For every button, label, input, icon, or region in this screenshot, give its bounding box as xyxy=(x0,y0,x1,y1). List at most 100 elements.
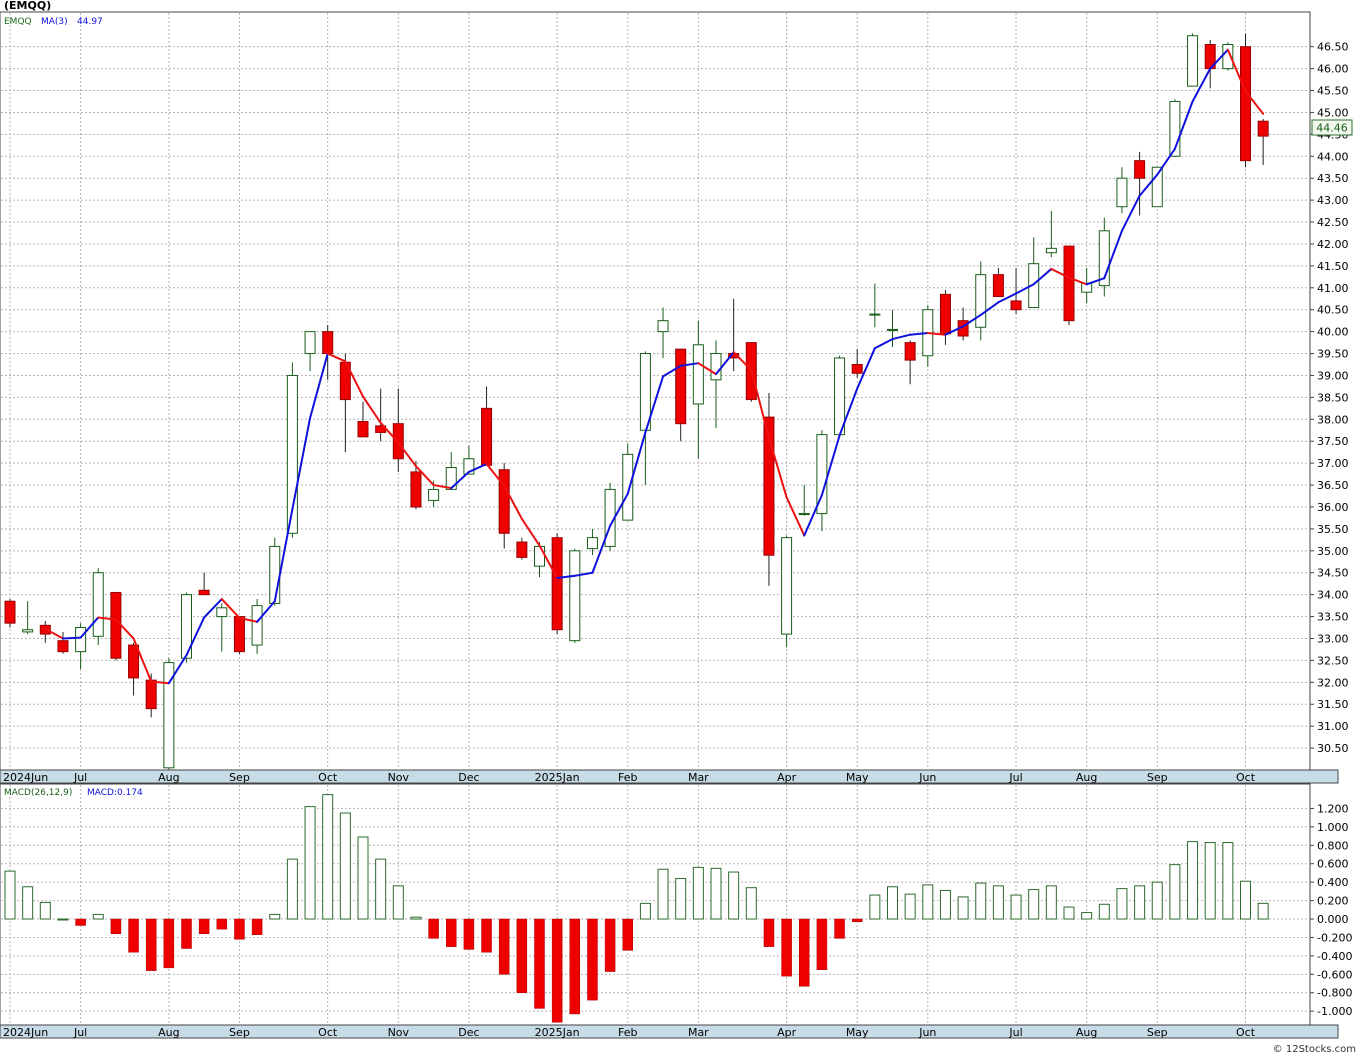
macd-bar xyxy=(392,885,404,920)
price-y-tick-label: 32.50 xyxy=(1317,654,1349,667)
ma-segment xyxy=(1015,283,1035,295)
macd-bar xyxy=(286,858,298,920)
ma-segment xyxy=(1120,194,1141,232)
candle xyxy=(22,601,34,635)
macd-y-tick-label: -0.400 xyxy=(1317,950,1352,963)
candle-body xyxy=(145,679,157,710)
candle-body xyxy=(269,545,281,604)
candle xyxy=(216,603,228,652)
candle xyxy=(569,548,581,643)
macd-x-axis-band xyxy=(0,1024,1339,1039)
macd-x-tick-label: Aug xyxy=(1076,1026,1097,1039)
macd-bar xyxy=(710,867,722,920)
macd-bar xyxy=(675,877,687,920)
macd-bar xyxy=(1028,889,1040,920)
legend-ma-value: 44.97 xyxy=(77,17,103,27)
ma-segment xyxy=(679,362,700,367)
price-y-tick-label: 38.00 xyxy=(1317,413,1349,426)
macd-bar xyxy=(1134,885,1146,920)
candle xyxy=(410,460,422,510)
macd-x-tick-label: Feb xyxy=(618,1026,637,1039)
price-y-tick-label: 33.00 xyxy=(1317,632,1349,645)
price-y-tick-label: 34.50 xyxy=(1317,567,1349,580)
macd-y-tick-label: 0.000 xyxy=(1317,913,1349,926)
macd-bar xyxy=(1063,906,1075,920)
candle xyxy=(75,623,87,670)
macd-bar xyxy=(198,918,210,935)
candle xyxy=(128,642,140,696)
candle xyxy=(1098,217,1110,297)
candle-body xyxy=(622,453,634,521)
candle-body xyxy=(763,416,775,556)
price-y-tick-label: 35.50 xyxy=(1317,523,1349,536)
candle xyxy=(110,591,122,661)
candle-body xyxy=(251,605,263,646)
candle-body xyxy=(1187,35,1199,87)
candle-body xyxy=(163,662,175,769)
macd-bar xyxy=(428,918,439,939)
ma-segment xyxy=(820,434,841,497)
price-y-tick-label: 35.00 xyxy=(1317,545,1349,558)
macd-bar xyxy=(75,918,86,926)
ma-segment xyxy=(344,360,364,398)
ma-segment xyxy=(485,463,506,487)
candle xyxy=(1240,33,1251,168)
macd-x-tick-label: Jul xyxy=(73,1026,87,1039)
candle-body xyxy=(1063,245,1075,322)
macd-bar xyxy=(39,901,51,920)
macd-bar xyxy=(4,870,16,920)
price-x-tick-label: Sep xyxy=(229,771,250,784)
ma-segment xyxy=(150,680,170,685)
ma-segment xyxy=(1173,100,1194,150)
candle-body xyxy=(428,488,440,501)
price-x-tick-label: Apr xyxy=(777,771,797,784)
ma-segment xyxy=(944,325,965,336)
price-y-tick-label: 40.00 xyxy=(1317,326,1349,339)
macd-bar xyxy=(922,884,934,920)
candle-body xyxy=(551,537,563,631)
price-x-tick-label: Jul xyxy=(73,771,87,784)
legend-symbol: EMQQ xyxy=(4,17,32,27)
candle xyxy=(463,445,475,475)
candle-body xyxy=(710,353,722,381)
macd-bar xyxy=(728,871,740,920)
ma-segment xyxy=(291,416,312,511)
ma-segment xyxy=(979,301,1000,316)
ma-segment xyxy=(715,351,735,376)
ma-segment xyxy=(803,494,823,537)
macd-bar xyxy=(745,887,757,920)
price-y-tick-label: 45.00 xyxy=(1317,106,1349,119)
macd-bar xyxy=(322,794,334,920)
candle xyxy=(181,592,192,663)
macd-bar xyxy=(128,918,139,953)
macd-bar xyxy=(992,885,1004,920)
macd-panel: -1.000 -0.800 -0.600 -0.400 -0.200 0.000 0.200… xyxy=(0,783,1352,1039)
candle-body xyxy=(851,364,863,374)
ma-segment xyxy=(662,364,682,378)
candle-body xyxy=(1151,166,1163,208)
candle xyxy=(904,340,916,385)
price-x-tick-label: Jun xyxy=(918,771,936,784)
macd-bar xyxy=(1116,888,1128,920)
macd-bar xyxy=(551,918,563,1023)
macd-bar xyxy=(251,918,263,935)
ma-segment xyxy=(1103,229,1123,280)
macd-x-tick-label: Jul xyxy=(1008,1026,1022,1039)
macd-bar xyxy=(339,812,351,920)
macd-bar xyxy=(57,918,69,921)
macd-x-tick-label: Nov xyxy=(388,1026,410,1039)
ma-segment xyxy=(1226,48,1247,93)
macd-bar xyxy=(1098,903,1110,920)
macd-histogram xyxy=(4,794,1269,1023)
price-y-tick-label: 37.00 xyxy=(1317,457,1349,470)
chart-title: (EMQQ) xyxy=(4,0,51,12)
macd-bar xyxy=(446,918,457,947)
ma-segment xyxy=(203,598,223,619)
price-y-tick-label: 42.00 xyxy=(1317,238,1349,251)
macd-bar xyxy=(1240,880,1251,920)
price-y-tick-label: 34.00 xyxy=(1317,589,1349,602)
price-x-tick-label: Feb xyxy=(618,771,637,784)
candle-body xyxy=(569,550,581,642)
ma-segment xyxy=(697,362,717,376)
macd-y-tick-label: -1.000 xyxy=(1317,1005,1352,1018)
